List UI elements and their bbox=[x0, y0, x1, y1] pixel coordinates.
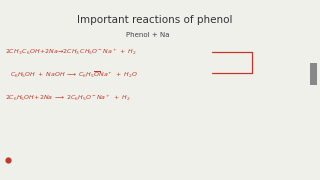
Text: $2CH_3\,C_6OH\!+\!2Na\!\rightarrow\!2CH_3\,CH_5O^-Na^+\;+\;H_2$: $2CH_3\,C_6OH\!+\!2Na\!\rightarrow\!2CH_… bbox=[5, 47, 137, 57]
Text: $C_6H_5OH\;+\;NaOH\;\longrightarrow\;C_6H_5\overline{O}Na^+\;+\;H_2O$: $C_6H_5OH\;+\;NaOH\;\longrightarrow\;C_6… bbox=[10, 70, 138, 80]
Text: Important reactions of phenol: Important reactions of phenol bbox=[77, 15, 233, 25]
Bar bbox=[310, 63, 317, 85]
Text: $2C_6H_5OH\!+\!2Na\;\longrightarrow\;2C_6H_5O^-Na^+\;+\;H_2$: $2C_6H_5OH\!+\!2Na\;\longrightarrow\;2C_… bbox=[5, 93, 131, 103]
Text: Phenol + Na: Phenol + Na bbox=[126, 32, 170, 38]
